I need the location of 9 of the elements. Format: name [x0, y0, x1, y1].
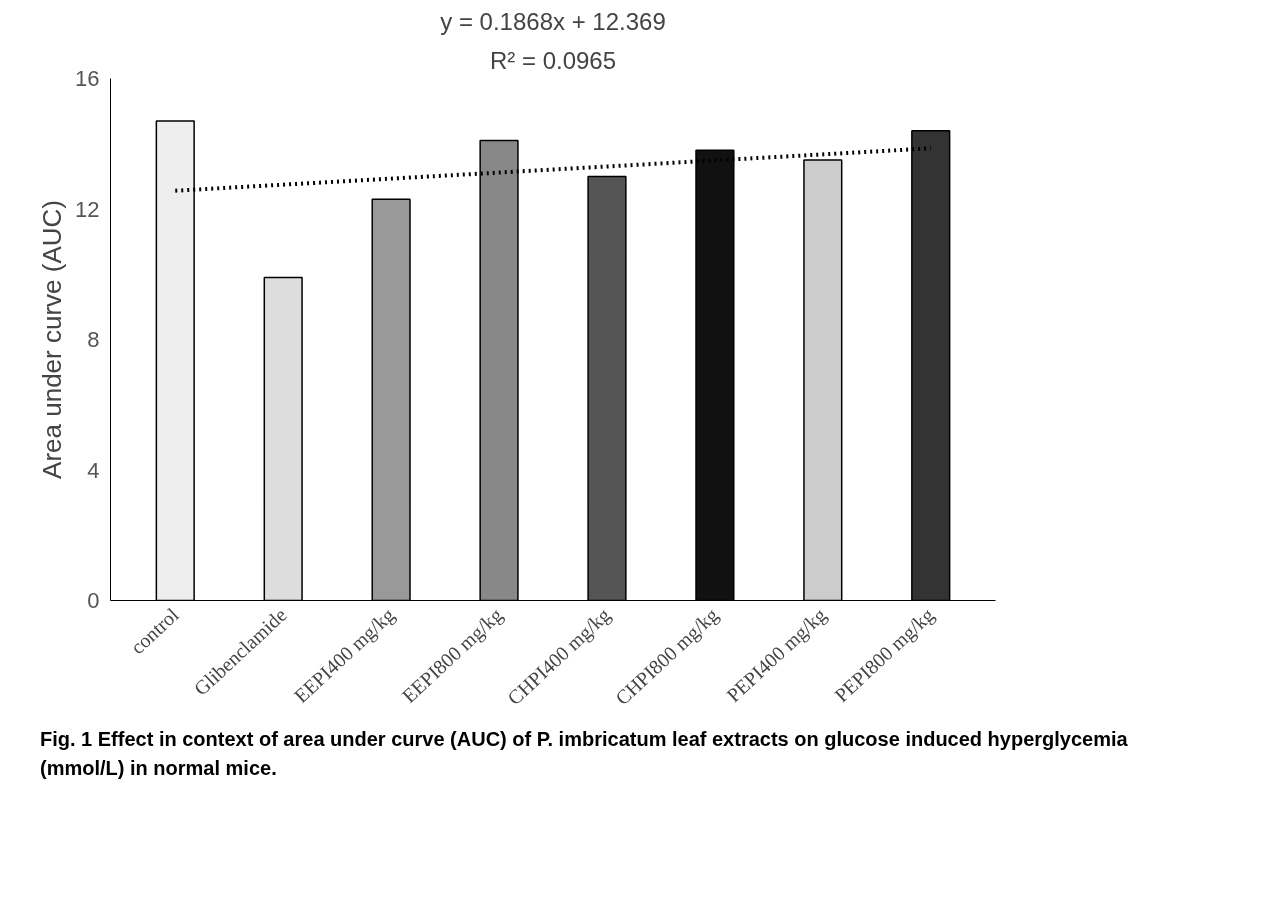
- y-tick-label: 16: [75, 66, 100, 91]
- y-tick-label: 4: [87, 457, 100, 483]
- y-tick-label: 0: [87, 588, 100, 613]
- caption: Fig. 1 Effect in context of area under curve (AUC) of P. imbricatum leaf extracts on glucose induced hyperglycemia (mmol/L) in normal mice.: [40, 728, 1128, 779]
- y-tick-label: 8: [87, 327, 100, 352]
- y-axis-title: Area under curve (AUC): [37, 200, 68, 479]
- text: y = 0.1868x + 12.369: [440, 7, 666, 35]
- y-tick-label: 12: [75, 196, 100, 222]
- text: R² = 0.0965: [489, 46, 617, 74]
